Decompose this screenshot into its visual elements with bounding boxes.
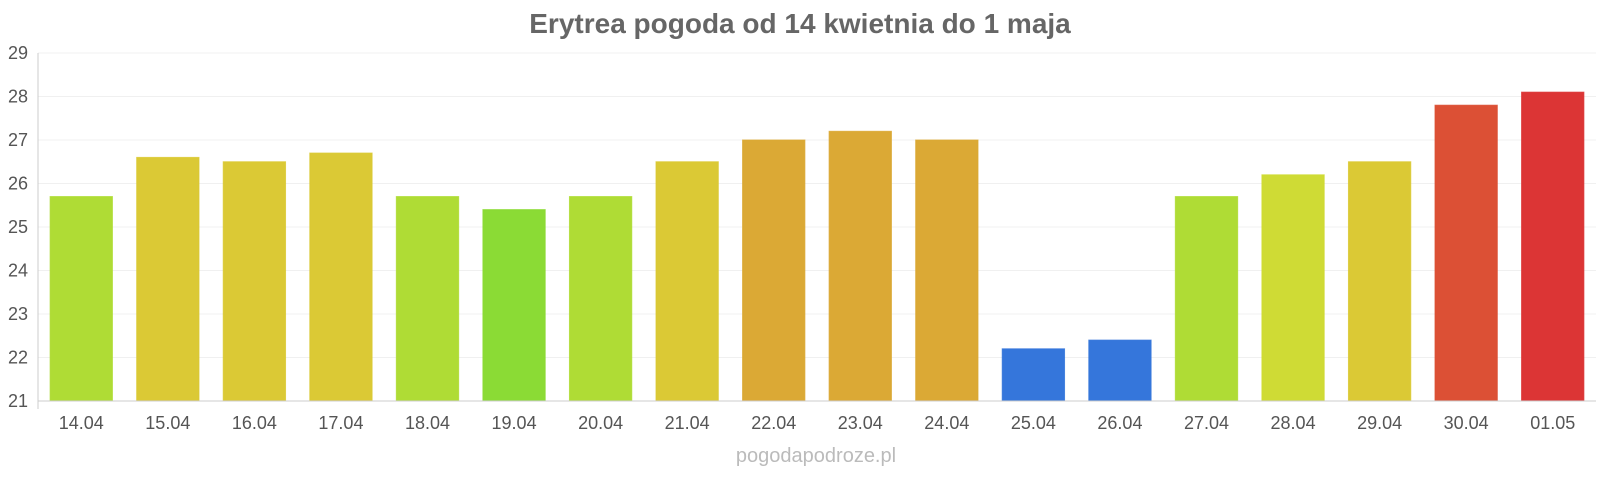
bar-19.04 <box>482 209 546 402</box>
x-tick-label: 22.04 <box>751 413 796 433</box>
y-tick-label: 23 <box>8 304 28 324</box>
bar-16.04 <box>222 161 287 402</box>
bar-24.04 <box>915 139 979 402</box>
x-tick-label: 27.04 <box>1184 413 1229 433</box>
x-tick-label: 24.04 <box>924 413 969 433</box>
x-axis: 14.04 15.04 16.04 17.04 18.04 19.04 20.04 21.04… <box>38 400 1596 433</box>
bar-30.04 <box>1434 104 1498 402</box>
x-tick-label: 21.04 <box>665 413 710 433</box>
x-tick-label: 01.05 <box>1530 413 1575 433</box>
bar-20.04 <box>568 196 633 402</box>
x-tick-label: 30.04 <box>1444 413 1489 433</box>
y-tick-label: 25 <box>8 217 28 237</box>
y-tick-label: 26 <box>8 174 28 194</box>
gridlines <box>38 52 1596 402</box>
bar-26.04 <box>1088 339 1152 402</box>
bar-29.04 <box>1347 161 1412 402</box>
y-tick-label: 27 <box>8 130 28 150</box>
bars <box>49 91 1585 402</box>
x-tick-label: 17.04 <box>318 413 363 433</box>
y-axis: 21 22 23 24 25 26 27 28 29 <box>8 43 39 411</box>
x-tick-label: 20.04 <box>578 413 623 433</box>
bar-27.04 <box>1174 196 1239 402</box>
bar-25.04 <box>1001 348 1066 402</box>
x-tick-label: 14.04 <box>59 413 104 433</box>
x-tick-label: 29.04 <box>1357 413 1402 433</box>
bar-21.04 <box>655 161 719 402</box>
x-tick-label: 26.04 <box>1097 413 1142 433</box>
x-tick-label: 18.04 <box>405 413 450 433</box>
y-tick-label: 28 <box>8 87 28 107</box>
bar-18.04 <box>395 196 460 402</box>
bar-23.04 <box>828 130 892 402</box>
x-tick-label: 25.04 <box>1011 413 1056 433</box>
chart-title: Erytrea pogoda od 14 kwietnia do 1 maja <box>529 8 1071 39</box>
bar-14.04 <box>49 196 113 402</box>
x-tick-label: 19.04 <box>492 413 537 433</box>
watermark: pogodapodroze.pl <box>736 445 896 467</box>
bar-15.04 <box>136 156 200 402</box>
y-tick-label: 22 <box>8 348 28 368</box>
bar-17.04 <box>309 152 373 402</box>
bar-28.04 <box>1261 174 1325 402</box>
x-tick-label: 15.04 <box>145 413 190 433</box>
x-tick-label: 28.04 <box>1271 413 1316 433</box>
x-tick-label: 23.04 <box>838 413 883 433</box>
y-tick-label: 24 <box>8 261 28 281</box>
y-tick-label: 21 <box>8 391 28 411</box>
y-tick-label: 29 <box>8 43 28 63</box>
bar-22.04 <box>742 139 806 402</box>
x-tick-label: 16.04 <box>232 413 277 433</box>
bar-01.05 <box>1521 91 1585 402</box>
